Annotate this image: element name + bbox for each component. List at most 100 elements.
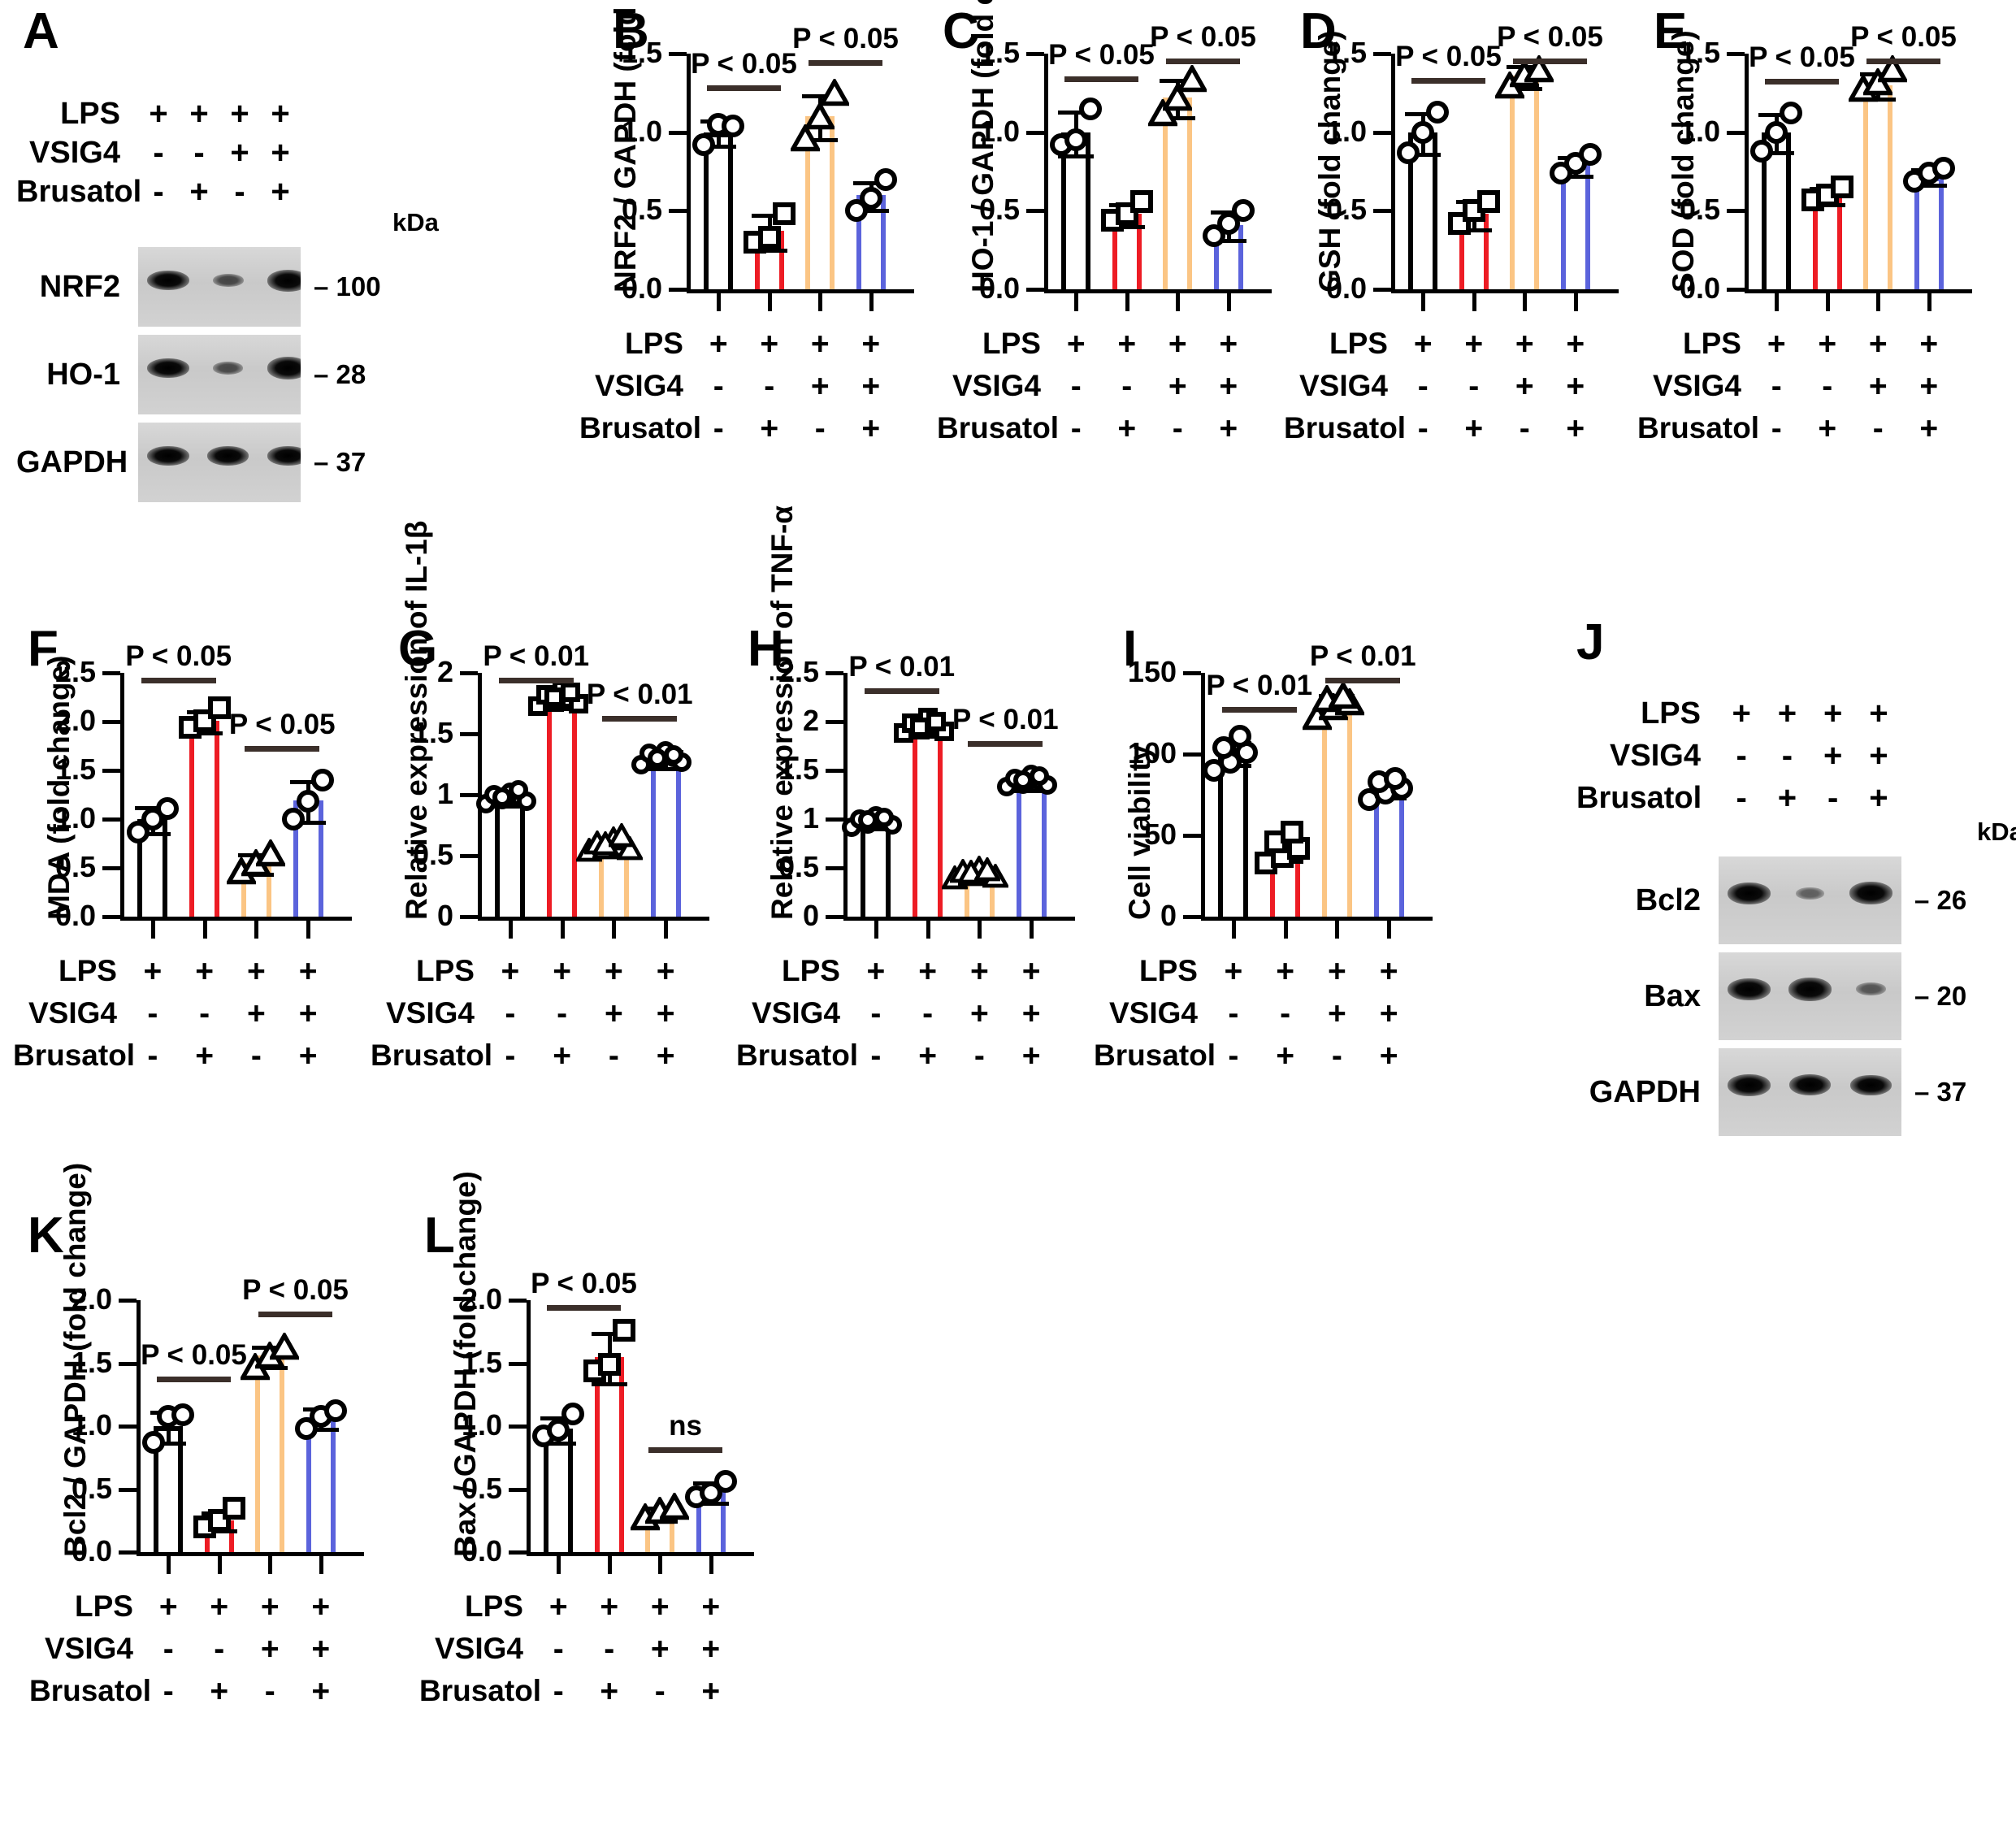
panel-f-label: F xyxy=(28,621,59,677)
y-tick-label: 1.5 xyxy=(1325,36,1367,69)
condition-cell: + xyxy=(1515,369,1534,404)
condition-cell: + xyxy=(656,954,675,989)
error-bar-cap-lower xyxy=(1860,98,1897,102)
y-tick-label: 0.5 xyxy=(461,1471,502,1505)
condition-cell: + xyxy=(701,1589,721,1624)
blot-condition-value: - xyxy=(234,173,245,210)
condition-cell: + xyxy=(650,1589,670,1624)
condition-cell: + xyxy=(1117,327,1137,362)
x-tick-mark xyxy=(1421,293,1426,311)
y-tick-label: 1.5 xyxy=(412,716,453,749)
y-tick-mark xyxy=(460,854,478,858)
data-point-circle xyxy=(142,1431,166,1455)
condition-cell: + xyxy=(1219,411,1238,446)
data-point-square xyxy=(926,712,946,731)
x-tick-mark xyxy=(254,921,259,939)
condition-cell: - xyxy=(1121,369,1133,404)
condition-row-label: VSIG4 xyxy=(435,1632,523,1665)
y-tick-label: 0.0 xyxy=(978,271,1020,305)
blot-band xyxy=(147,445,189,466)
significance-label: P < 0.01 xyxy=(952,704,1059,735)
error-bar-cap-lower xyxy=(852,209,889,214)
y-tick-mark xyxy=(509,1299,527,1303)
condition-cell: + xyxy=(760,327,779,362)
data-point-circle xyxy=(1411,120,1435,144)
x-tick-mark xyxy=(767,293,772,311)
error-bar-cap-lower xyxy=(1507,86,1543,91)
y-tick-label: 50 xyxy=(1143,817,1177,851)
condition-cell: + xyxy=(298,1039,318,1073)
significance-label: P < 0.05 xyxy=(1150,21,1256,53)
condition-cell: - xyxy=(1228,996,1239,1031)
error-bar-cap-lower xyxy=(540,1441,577,1446)
significance-label: P < 0.05 xyxy=(141,1339,247,1372)
condition-cell: + xyxy=(969,954,989,989)
error-bar xyxy=(767,214,772,232)
panel-i-label: I xyxy=(1123,621,1138,677)
x-tick-mark xyxy=(1927,293,1931,311)
error-bar-cap-lower xyxy=(1455,228,1492,232)
condition-cell: + xyxy=(246,996,266,1031)
panel-g: G Relative expression of IL-1β 0 0.5 1 1.5 2 P … xyxy=(371,521,723,1193)
blot-mw-label: – 100 xyxy=(314,271,381,301)
y-tick-label: 0.5 xyxy=(412,838,453,871)
condition-cell: + xyxy=(553,954,572,989)
y-axis-line xyxy=(843,673,848,917)
panel-k-label: K xyxy=(28,1208,64,1264)
data-point-square xyxy=(1280,821,1303,843)
panel-b-label: B xyxy=(613,3,649,59)
x-axis-line xyxy=(843,917,1075,921)
condition-cell: + xyxy=(1767,327,1786,362)
y-tick-mark xyxy=(119,1299,137,1303)
y-tick-mark xyxy=(1026,209,1044,214)
panel-f: F MDA (fold change) 0.0 0.5 1.0 1.5 2.0 2.5 P < … xyxy=(13,621,358,1193)
data-point-triangle xyxy=(818,77,852,106)
condition-cell: + xyxy=(1021,996,1041,1031)
data-point-circle xyxy=(1384,767,1407,790)
y-tick-mark xyxy=(119,1361,137,1366)
error-bar-cap-lower xyxy=(802,138,839,143)
data-point-circle xyxy=(859,186,882,210)
condition-cell: + xyxy=(246,954,266,989)
error-bar-cap xyxy=(852,180,889,185)
data-point-triangle xyxy=(658,1491,692,1520)
condition-cell: + xyxy=(501,954,520,989)
panel-b: B NRF2 / GAPDH (fold change) 0.0 0.5 1.0 1.5 P… xyxy=(579,0,914,446)
y-tick-mark xyxy=(1026,288,1044,292)
y-tick-mark xyxy=(1727,288,1745,292)
condition-cell: + xyxy=(969,996,989,1031)
blot-condition-value: + xyxy=(1869,695,1888,731)
condition-cell: - xyxy=(250,1039,262,1073)
condition-row-label: LPS xyxy=(982,327,1041,360)
x-tick-mark xyxy=(1231,921,1236,939)
data-point-square xyxy=(1830,176,1853,199)
x-tick-mark xyxy=(557,1556,561,1574)
condition-cell: + xyxy=(600,1674,619,1709)
y-tick-label: 0 xyxy=(436,899,453,932)
condition-cell: - xyxy=(557,996,568,1031)
condition-cell: + xyxy=(701,1674,721,1709)
y-tick-mark xyxy=(509,1361,527,1366)
condition-cell: + xyxy=(1868,327,1888,362)
condition-row-label: VSIG4 xyxy=(1653,369,1741,402)
bar xyxy=(704,132,734,289)
condition-cell: + xyxy=(1021,954,1041,989)
data-point-circle xyxy=(155,796,179,820)
error-bar xyxy=(607,1331,612,1357)
y-tick-mark xyxy=(1373,209,1391,214)
panel-a-label: A xyxy=(23,3,59,59)
condition-row-label: Brusatol xyxy=(419,1674,542,1707)
blot-protein-name: NRF2 xyxy=(39,269,120,304)
y-tick-label: 0.5 xyxy=(778,850,819,883)
bar xyxy=(1016,782,1047,917)
condition-cell: + xyxy=(1168,327,1187,362)
significance-label: P < 0.01 xyxy=(848,651,956,683)
x-tick-mark xyxy=(709,1556,713,1574)
x-tick-mark xyxy=(319,1556,323,1574)
data-point-triangle xyxy=(973,856,1003,882)
blot-band xyxy=(1849,882,1892,905)
blot-protein-name: GAPDH xyxy=(16,444,128,479)
y-tick-label: 2.0 xyxy=(54,704,96,737)
error-bar-cap-lower xyxy=(1910,184,1947,189)
significance-line xyxy=(648,1447,722,1454)
